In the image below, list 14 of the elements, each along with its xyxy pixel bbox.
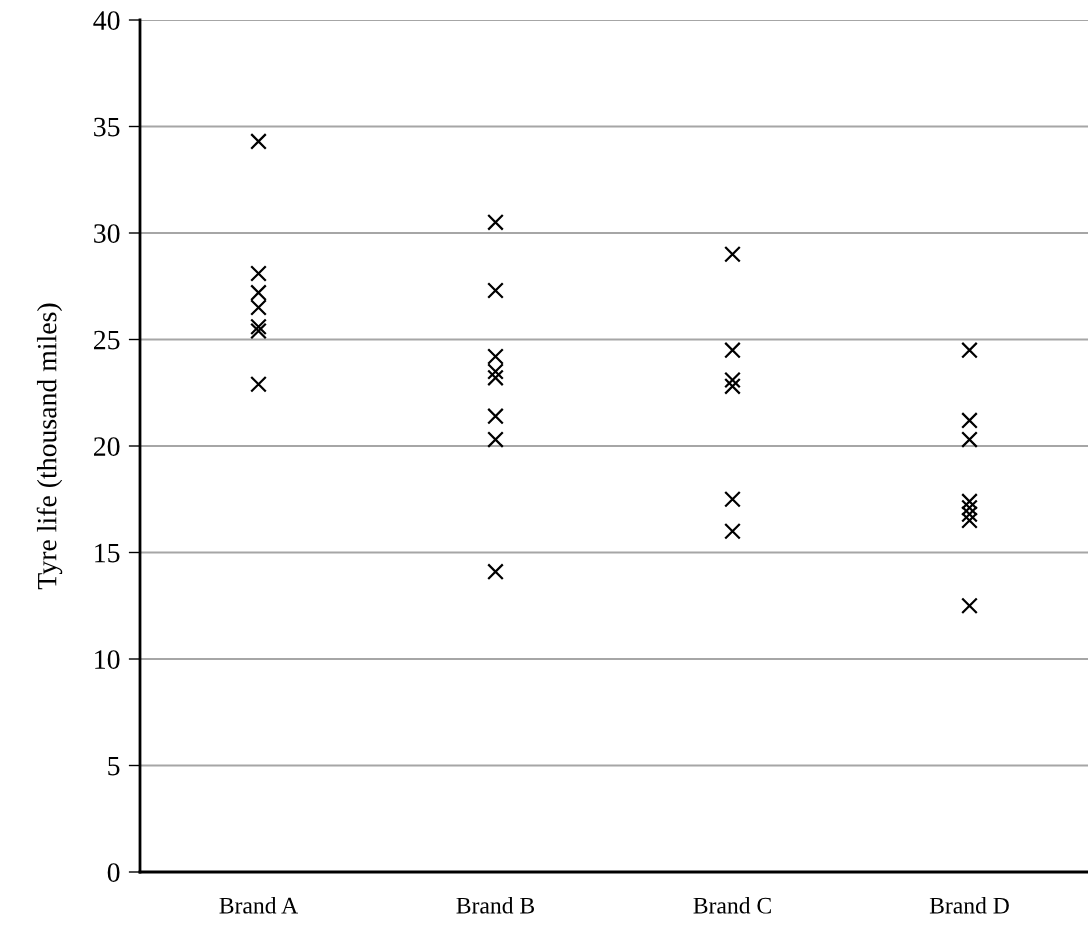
y-tick-label: 15	[95, 543, 120, 563]
x-tick-label: Brand B	[456, 897, 535, 914]
y-tick-label: 25	[94, 330, 120, 350]
y-tick-label: 10	[95, 650, 120, 669]
y-tick-label: 30	[94, 224, 120, 243]
x-tick-label: Brand D	[929, 897, 1009, 914]
y-tick-label: 20	[94, 437, 120, 456]
y-tick-label: 5	[108, 756, 120, 776]
y-tick-label: 40	[93, 11, 120, 30]
y-tick-label: 0	[107, 863, 120, 882]
x-tick-label: Brand C	[693, 897, 771, 914]
y-tick-label: 35	[94, 117, 120, 137]
x-tick-label: Brand A	[219, 897, 298, 914]
y-axis-title: Tyre life (thousand miles)	[36, 303, 63, 590]
